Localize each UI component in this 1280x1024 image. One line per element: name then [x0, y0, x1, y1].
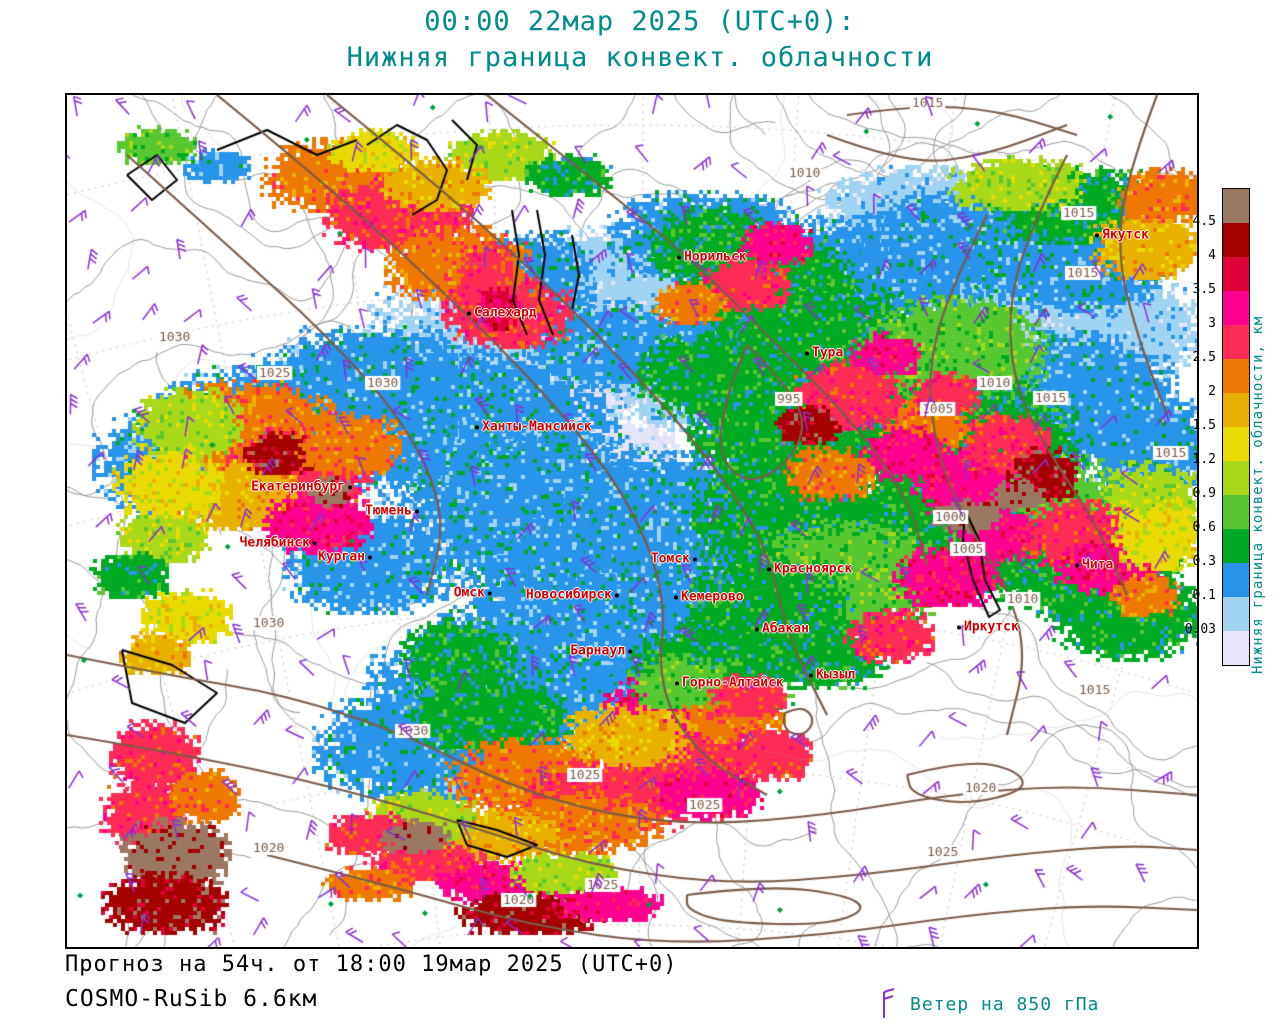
colorbar-segment [1223, 631, 1249, 665]
colorbar-axis-label: Нижняя граница конвект. облачности, км [1250, 315, 1266, 674]
map-title-datetime: 00:00 22мар 2025 (UTC+0): [424, 6, 856, 37]
colorbar-segment [1223, 189, 1249, 223]
colorbar-tick: 0.03 [1184, 622, 1216, 637]
colorbar-segment [1223, 291, 1249, 325]
wind-barb-icon [883, 988, 895, 1018]
colorbar-segment [1223, 359, 1249, 393]
colorbar-tick: 0.9 [1192, 486, 1216, 501]
wind-legend-label: Ветер на 850 гПа [910, 993, 1100, 1015]
colorbar-segment [1223, 597, 1249, 631]
colorbar-tick: 1.5 [1192, 418, 1216, 433]
colorbar-segment [1223, 461, 1249, 495]
colorbar-tick-labels: 4.5 4 3.5 3 2.5 2 1.5 1.2 0.9 0.6 0.3 0.1 0.03 [1178, 188, 1218, 664]
map-frame: Норильск Якутск Салехард Тура Ханты-Мансийск… [65, 93, 1199, 949]
colorbar-segment [1223, 325, 1249, 359]
colorbar-tick: 4.5 [1192, 214, 1216, 229]
colorbar-tick: 0.1 [1192, 588, 1216, 603]
colorbar-tick: 2 [1208, 384, 1216, 399]
colorbar-segment [1223, 529, 1249, 563]
model-name-text: COSMO-RuSib 6.6км [65, 986, 318, 1012]
colorbar-tick: 2.5 [1192, 350, 1216, 365]
colorbar-segment [1223, 223, 1249, 257]
weather-map-canvas [67, 95, 1197, 947]
wind-legend: Ветер на 850 гПа [878, 988, 1099, 1020]
colorbar-tick: 4 [1208, 248, 1216, 263]
colorbar-tick: 3.5 [1192, 282, 1216, 297]
colorbar [1222, 188, 1250, 666]
colorbar-segment [1223, 427, 1249, 461]
colorbar-tick: 3 [1208, 316, 1216, 331]
colorbar-tick: 0.3 [1192, 554, 1216, 569]
colorbar-segment [1223, 495, 1249, 529]
colorbar-tick: 1.2 [1192, 452, 1216, 467]
map-title-parameter: Нижняя граница конвект. облачности [346, 42, 934, 73]
colorbar-segment [1223, 393, 1249, 427]
colorbar-segment [1223, 563, 1249, 597]
forecast-lead-time-text: Прогноз на 54ч. от 18:00 19мар 2025 (UTC… [65, 952, 678, 977]
colorbar-tick: 0.6 [1192, 520, 1216, 535]
colorbar-segment [1223, 257, 1249, 291]
